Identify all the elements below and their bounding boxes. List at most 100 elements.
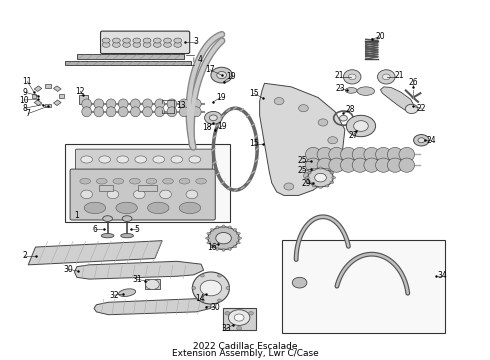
Ellipse shape xyxy=(343,70,361,84)
Text: 1: 1 xyxy=(74,211,79,220)
Ellipse shape xyxy=(179,99,189,109)
FancyBboxPatch shape xyxy=(99,185,113,191)
Ellipse shape xyxy=(318,167,322,169)
Ellipse shape xyxy=(133,38,141,43)
Ellipse shape xyxy=(179,107,189,117)
Text: 25: 25 xyxy=(298,156,307,165)
FancyBboxPatch shape xyxy=(79,95,88,104)
Ellipse shape xyxy=(133,190,145,199)
Ellipse shape xyxy=(364,147,379,162)
Ellipse shape xyxy=(237,233,240,235)
Ellipse shape xyxy=(97,178,107,184)
Ellipse shape xyxy=(234,314,244,321)
Ellipse shape xyxy=(189,156,201,163)
Ellipse shape xyxy=(303,172,313,179)
Ellipse shape xyxy=(143,42,151,47)
Ellipse shape xyxy=(307,181,311,184)
Ellipse shape xyxy=(237,327,242,330)
Text: 10: 10 xyxy=(19,95,28,104)
Ellipse shape xyxy=(226,287,230,289)
Text: 16: 16 xyxy=(207,243,217,252)
Ellipse shape xyxy=(164,38,171,43)
Ellipse shape xyxy=(364,158,379,172)
Text: 34: 34 xyxy=(438,271,447,280)
Text: 31: 31 xyxy=(132,275,142,284)
Ellipse shape xyxy=(119,289,136,296)
Ellipse shape xyxy=(121,234,133,238)
Ellipse shape xyxy=(328,137,338,144)
Ellipse shape xyxy=(307,172,311,174)
Ellipse shape xyxy=(106,107,116,117)
Ellipse shape xyxy=(102,38,110,43)
Ellipse shape xyxy=(146,279,159,289)
Ellipse shape xyxy=(130,107,140,117)
FancyBboxPatch shape xyxy=(77,54,184,59)
Text: 27: 27 xyxy=(348,131,358,140)
Ellipse shape xyxy=(233,229,237,231)
Ellipse shape xyxy=(228,226,231,229)
Ellipse shape xyxy=(186,190,198,199)
Bar xyxy=(65,144,230,222)
Ellipse shape xyxy=(305,158,321,172)
Text: 7: 7 xyxy=(26,109,30,118)
Ellipse shape xyxy=(211,229,214,231)
Ellipse shape xyxy=(174,42,182,47)
Text: 21: 21 xyxy=(335,71,344,80)
Ellipse shape xyxy=(312,168,316,170)
FancyBboxPatch shape xyxy=(100,31,190,54)
Ellipse shape xyxy=(305,147,321,162)
Text: 33: 33 xyxy=(221,324,231,333)
Ellipse shape xyxy=(129,178,140,184)
Ellipse shape xyxy=(317,147,333,162)
Polygon shape xyxy=(380,87,415,111)
Ellipse shape xyxy=(228,248,231,251)
Ellipse shape xyxy=(116,202,137,213)
Ellipse shape xyxy=(101,234,114,238)
Text: 30: 30 xyxy=(211,303,220,312)
Ellipse shape xyxy=(207,242,211,244)
Ellipse shape xyxy=(117,156,128,163)
Text: 2: 2 xyxy=(23,252,27,261)
Ellipse shape xyxy=(357,87,374,95)
Ellipse shape xyxy=(325,168,329,170)
Ellipse shape xyxy=(81,190,93,199)
Ellipse shape xyxy=(153,42,161,47)
Ellipse shape xyxy=(179,178,190,184)
Ellipse shape xyxy=(107,190,119,199)
Ellipse shape xyxy=(222,225,225,228)
Ellipse shape xyxy=(143,107,152,117)
Ellipse shape xyxy=(208,227,239,249)
Ellipse shape xyxy=(228,310,250,325)
Text: 11: 11 xyxy=(23,77,32,86)
Ellipse shape xyxy=(312,185,316,187)
FancyBboxPatch shape xyxy=(53,86,61,91)
Ellipse shape xyxy=(153,156,165,163)
Ellipse shape xyxy=(192,107,201,117)
Ellipse shape xyxy=(399,158,415,172)
Text: 18: 18 xyxy=(202,123,212,132)
FancyBboxPatch shape xyxy=(75,149,212,170)
Text: 20: 20 xyxy=(376,32,385,41)
Ellipse shape xyxy=(163,178,173,184)
Text: 21: 21 xyxy=(394,71,404,80)
Ellipse shape xyxy=(143,99,152,109)
Ellipse shape xyxy=(167,107,177,117)
Ellipse shape xyxy=(179,202,201,213)
Text: 28: 28 xyxy=(345,105,354,114)
Polygon shape xyxy=(260,83,345,195)
Ellipse shape xyxy=(352,158,368,172)
FancyBboxPatch shape xyxy=(45,104,50,108)
Ellipse shape xyxy=(414,135,429,146)
FancyBboxPatch shape xyxy=(70,169,215,220)
Ellipse shape xyxy=(284,183,294,190)
Ellipse shape xyxy=(106,99,116,109)
Ellipse shape xyxy=(345,87,357,93)
Ellipse shape xyxy=(94,99,104,109)
FancyBboxPatch shape xyxy=(222,308,256,330)
Polygon shape xyxy=(74,261,203,279)
Ellipse shape xyxy=(167,99,177,109)
Ellipse shape xyxy=(323,158,333,165)
Text: 6: 6 xyxy=(93,225,98,234)
Text: 13: 13 xyxy=(176,101,186,110)
Text: 19: 19 xyxy=(226,72,236,81)
